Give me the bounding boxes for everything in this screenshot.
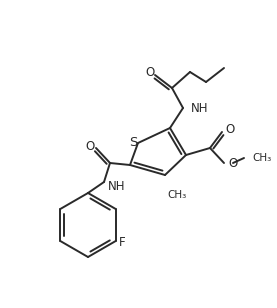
Text: O: O	[228, 156, 237, 169]
Text: O: O	[85, 140, 95, 152]
Text: O: O	[225, 123, 234, 136]
Text: NH: NH	[191, 102, 209, 115]
Text: S: S	[129, 136, 137, 148]
Text: NH: NH	[108, 180, 125, 193]
Text: F: F	[119, 236, 125, 249]
Text: CH₃: CH₃	[252, 153, 271, 163]
Text: O: O	[145, 66, 155, 79]
Text: CH₃: CH₃	[167, 190, 186, 200]
